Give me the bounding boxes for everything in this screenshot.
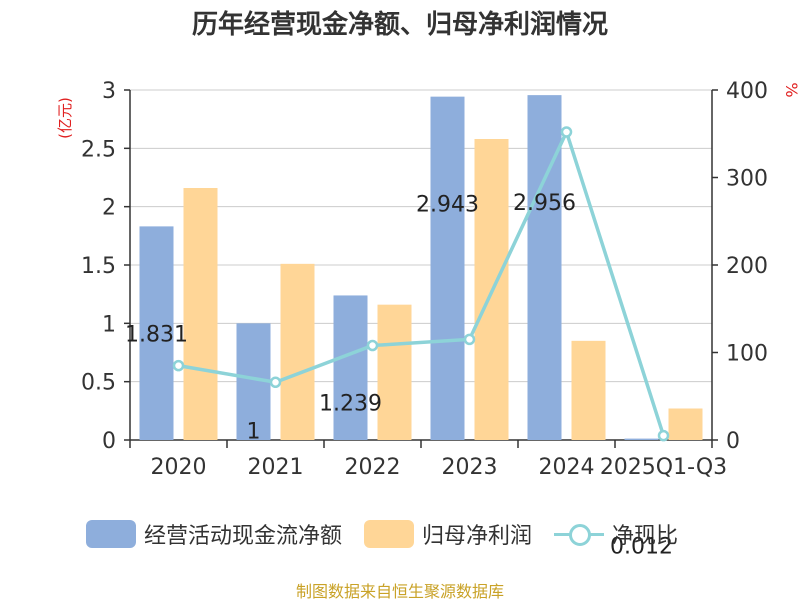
legend-item-profit[interactable]: 归母净利润 <box>364 518 532 550</box>
data-label-cashflow: 1.239 <box>319 391 382 416</box>
line-ratio <box>178 127 666 437</box>
right-axis-unit: % <box>782 82 800 97</box>
left-tick-label: 2.5 <box>81 137 116 162</box>
point-ratio <box>269 376 282 388</box>
bar-profit <box>571 340 606 440</box>
chart-title: 历年经营现金净额、归母净利润情况 <box>191 10 608 40</box>
right-tick-label: 300 <box>726 167 768 192</box>
point-ratio <box>172 359 185 372</box>
left-tick-label: 1.5 <box>81 254 116 279</box>
legend-label-profit: 归母净利润 <box>422 524 533 549</box>
data-label-cashflow: 2.943 <box>416 193 479 218</box>
legend-item-cashflow[interactable]: 经营活动现金流净额 <box>86 518 342 550</box>
data-label-cashflow: 1 <box>247 419 261 444</box>
left-axis-unit: (亿元) <box>56 97 74 139</box>
point-ratio <box>366 339 379 352</box>
bar-cashflow <box>624 438 659 440</box>
bar-cashflow <box>139 226 174 440</box>
right-tick-label: 100 <box>726 342 768 367</box>
left-tick-label: 0 <box>102 429 116 454</box>
bar-profit <box>280 263 315 440</box>
data-label-cashflow: 0.012 <box>610 535 673 560</box>
right-tick-label: 200 <box>726 254 768 279</box>
bar-cashflow <box>527 95 562 440</box>
left-tick-label: 0.5 <box>81 371 116 396</box>
left-tick-label: 1 <box>102 312 116 337</box>
legend: 经营活动现金流净额 归母净利润 净现比 <box>86 518 700 550</box>
x-tick-label: 2022 <box>345 455 401 480</box>
legend-label-cashflow: 经营活动现金流净额 <box>144 524 343 549</box>
x-tick-label: 2023 <box>442 455 498 480</box>
x-tick-label: 2021 <box>248 455 304 480</box>
bar-cashflow <box>430 96 465 441</box>
data-label-cashflow: 1.831 <box>125 322 188 347</box>
right-tick-label: 0 <box>726 429 740 454</box>
right-tick-label: 400 <box>726 79 768 104</box>
bar-profit <box>668 408 703 440</box>
bar-profit <box>377 304 412 440</box>
bar-cashflow <box>333 295 368 440</box>
legend-swatch-cashflow <box>86 520 136 548</box>
x-tick-label: 2020 <box>151 455 207 480</box>
left-tick-label: 2 <box>102 196 116 221</box>
bar-profit <box>183 188 218 440</box>
legend-swatch-profit <box>364 520 415 548</box>
x-tick-label: 2024 <box>539 455 595 480</box>
point-ratio <box>657 429 670 442</box>
x-tick-label: 2025Q1-Q3 <box>600 455 727 480</box>
point-ratio <box>560 126 573 138</box>
source-note: 制图数据来自恒生聚源数据库 <box>295 582 504 601</box>
legend-label-ratio: 净现比 <box>612 524 679 549</box>
data-label-cashflow: 2.956 <box>513 191 576 216</box>
point-ratio <box>463 333 476 346</box>
left-tick-label: 3 <box>102 79 116 104</box>
legend-swatch-ratio <box>554 520 605 548</box>
legend-item-ratio[interactable]: 净现比 <box>554 518 678 550</box>
